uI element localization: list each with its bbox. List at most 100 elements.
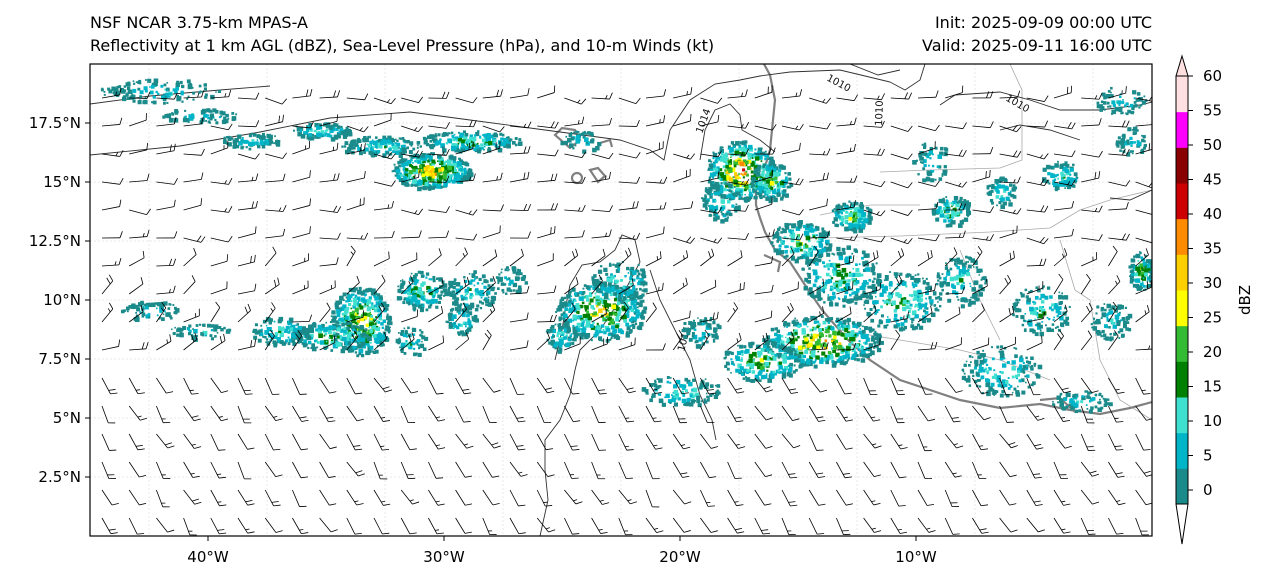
reflectivity-cell [354,294,358,298]
reflectivity-cell [357,330,362,336]
reflectivity-cell [1037,364,1043,370]
reflectivity-cell [726,168,730,171]
reflectivity-cell [367,329,371,333]
reflectivity-cell [855,215,859,218]
reflectivity-cell [355,143,359,146]
reflectivity-cell [767,169,769,171]
reflectivity-cell [398,174,401,177]
reflectivity-cell [750,181,754,185]
reflectivity-cell [946,217,950,220]
reflectivity-cell [745,185,749,190]
reflectivity-cell [181,84,185,89]
reflectivity-cell [439,138,442,141]
reflectivity-cell [861,345,864,348]
reflectivity-cell [748,342,753,347]
reflectivity-cell [800,248,803,252]
reflectivity-cell [927,285,932,291]
reflectivity-cell [386,139,392,144]
reflectivity-cell [868,216,873,221]
reflectivity-cell [850,211,853,214]
reflectivity-cell [1133,255,1136,258]
reflectivity-cell [1092,317,1096,320]
reflectivity-cell [845,332,850,338]
reflectivity-cell [826,317,831,323]
reflectivity-cell [610,336,613,339]
reflectivity-cell [765,166,771,171]
reflectivity-cell [756,187,760,191]
reflectivity-cell [1059,294,1063,299]
reflectivity-cell [991,375,996,379]
reflectivity-cell [1049,295,1053,299]
reflectivity-cell [716,384,721,388]
reflectivity-cell [923,309,926,313]
reflectivity-cell [963,217,969,222]
reflectivity-cell [741,357,743,359]
reflectivity-cell [917,309,920,311]
reflectivity-cell [1028,322,1033,327]
reflectivity-cell [859,343,862,346]
reflectivity-cell [710,214,713,217]
reflectivity-cell [331,319,335,323]
reflectivity-cell [621,287,626,292]
reflectivity-cell [995,195,1000,199]
reflectivity-cell [564,301,568,305]
reflectivity-cell [712,157,715,160]
reflectivity-cell [486,133,491,138]
reflectivity-cell [425,142,430,147]
reflectivity-cell [1019,292,1023,295]
reflectivity-cell [1048,306,1052,310]
reflectivity-cell [380,334,385,340]
reflectivity-cell [562,311,566,315]
reflectivity-cell [1080,400,1084,404]
reflectivity-cell [727,200,731,204]
reflectivity-cell [784,172,787,175]
reflectivity-cell [838,358,843,363]
reflectivity-cell [1020,378,1025,383]
reflectivity-cell [458,176,461,180]
reflectivity-cell [853,212,857,216]
reflectivity-cell [731,190,734,194]
reflectivity-cell [431,138,435,142]
reflectivity-cell [404,158,408,162]
reflectivity-cell [406,184,409,187]
reflectivity-cell [733,195,735,197]
reflectivity-cell [943,202,947,206]
reflectivity-cell [882,299,885,302]
reflectivity-cell [720,200,724,204]
reflectivity-cell [572,326,576,331]
reflectivity-cell [934,308,938,312]
reflectivity-cell [752,190,755,194]
reflectivity-cell [592,282,596,286]
reflectivity-cell [151,82,156,87]
reflectivity-cell [774,353,778,357]
reflectivity-cell [348,130,352,135]
reflectivity-cell [784,178,788,182]
reflectivity-cell [885,319,890,324]
reflectivity-cell [403,170,409,176]
reflectivity-cell [740,359,743,362]
reflectivity-cell [508,138,512,142]
reflectivity-cell [777,227,781,232]
reflectivity-cell [875,262,878,265]
reflectivity-cell [375,316,378,319]
reflectivity-cell [814,360,817,363]
reflectivity-cell [741,160,743,163]
reflectivity-cell [483,148,485,151]
reflectivity-cell [848,212,853,217]
reflectivity-cell [597,329,602,334]
reflectivity-cell [149,90,154,95]
reflectivity-cell [780,334,784,338]
reflectivity-cell [517,141,523,146]
reflectivity-cell [1142,262,1146,267]
reflectivity-cell [436,173,440,177]
reflectivity-cell [968,384,972,387]
reflectivity-cell [1130,278,1135,282]
reflectivity-cell [712,210,715,213]
reflectivity-cell [901,281,907,286]
reflectivity-cell [958,199,962,204]
reflectivity-cell [1126,319,1129,322]
reflectivity-cell [382,301,387,307]
reflectivity-cell [247,140,250,143]
reflectivity-cell [872,271,876,276]
reflectivity-cell [945,264,948,267]
